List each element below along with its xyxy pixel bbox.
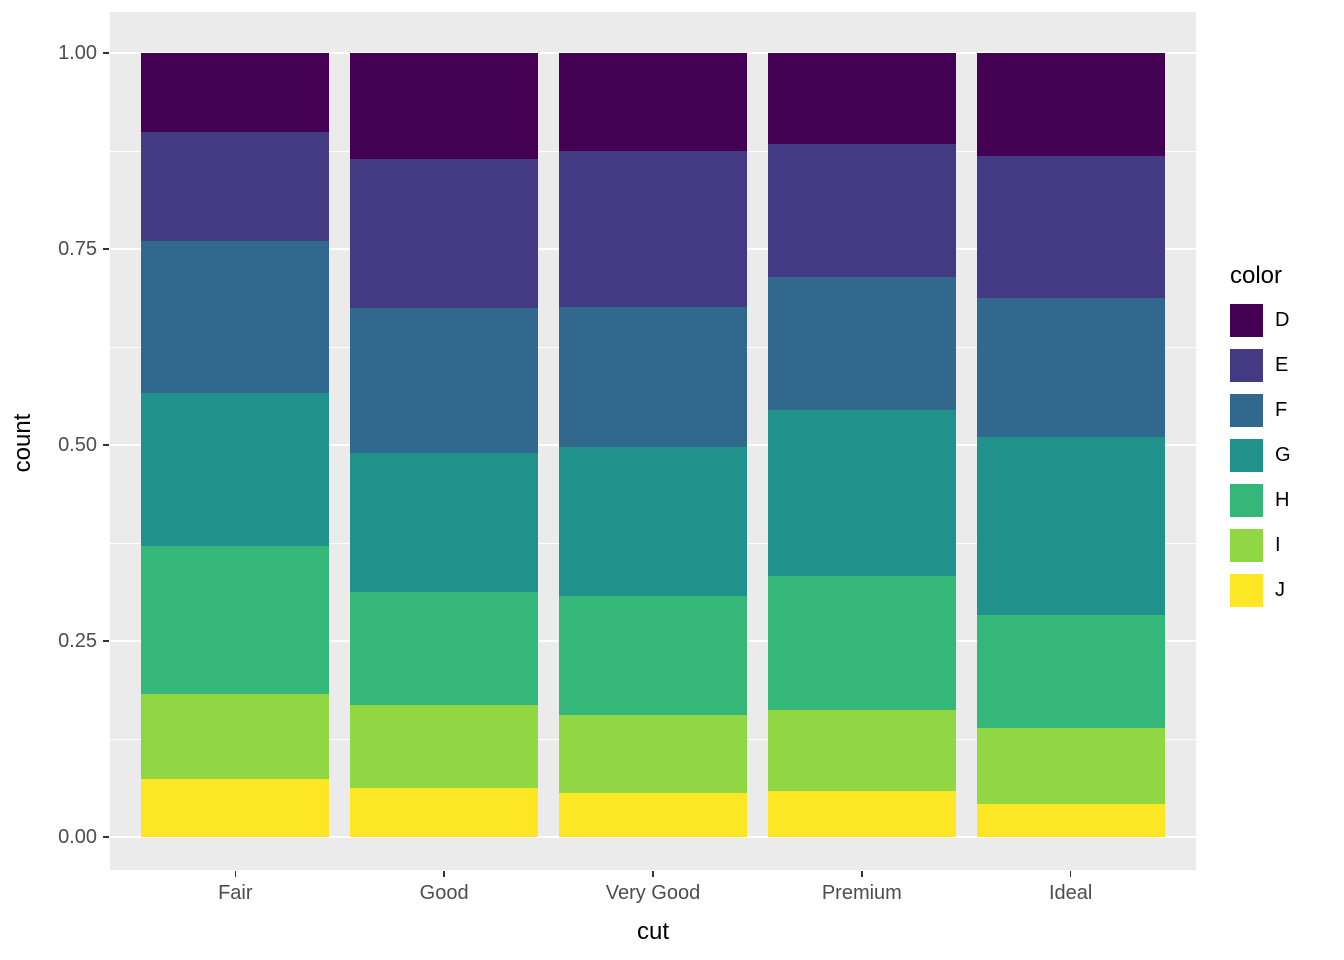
x-tick-label-ideal: Ideal (1049, 882, 1093, 904)
bar-segment-good-J (350, 787, 539, 837)
bar-segment-ideal-D (976, 53, 1165, 157)
legend-swatch-D (1230, 304, 1263, 337)
bar-segment-fair-E (141, 132, 330, 242)
legend-swatch-J (1230, 574, 1263, 607)
legend-key-D: D (1230, 304, 1340, 337)
bar-segment-very-good-J (559, 793, 747, 837)
bar-segment-premium-F (767, 277, 956, 410)
x-tick-label-premium: Premium (821, 882, 902, 904)
y-axis-tick (103, 444, 109, 446)
bar-segment-ideal-G (976, 437, 1165, 615)
legend-key-F: F (1230, 394, 1340, 427)
x-tick-label-fair: Fair (218, 882, 253, 904)
legend-swatch-I (1230, 529, 1263, 562)
bar-segment-good-D (350, 53, 539, 159)
legend-key-I: I (1230, 529, 1340, 562)
x-axis-tick (234, 871, 237, 877)
x-axis-tick (652, 871, 654, 877)
bar-segment-very-good-G (559, 447, 747, 597)
legend-swatch-E (1230, 349, 1263, 382)
legend-key-H: H (1230, 484, 1340, 517)
bar-segment-good-I (350, 704, 539, 788)
legend-swatch-F (1230, 394, 1263, 427)
bar-segment-fair-F (141, 241, 330, 394)
bar-segment-good-E (350, 158, 539, 308)
bar-segment-ideal-E (976, 156, 1165, 299)
x-axis-title: cut (636, 918, 669, 945)
y-tick-label: 0.50 (58, 434, 97, 456)
legend-keys: D E F G H I J (1230, 304, 1340, 607)
bar-segment-very-good-F (559, 306, 747, 448)
bar-segment-premium-G (767, 409, 956, 576)
y-tick-label: 0.75 (58, 238, 97, 260)
legend-label-F: F (1275, 399, 1288, 421)
legend-label-E: E (1275, 354, 1289, 376)
y-axis-tick (103, 836, 109, 838)
x-axis-tick (861, 871, 863, 877)
x-tick-label-good: Good (419, 882, 469, 904)
legend-key-J: J (1230, 574, 1340, 607)
legend-label-J: J (1275, 579, 1285, 601)
legend: color D E F G H I J (1230, 262, 1340, 619)
legend-title: color (1230, 262, 1283, 289)
bar-segment-premium-H (767, 575, 956, 710)
gridline-major (110, 836, 1196, 838)
bar-segment-premium-D (767, 53, 956, 145)
bar-segment-ideal-F (976, 298, 1165, 438)
legend-label-H: H (1275, 489, 1290, 511)
bar-segment-good-F (350, 307, 539, 454)
y-axis-tick (103, 248, 109, 250)
y-tick-label: 1.00 (58, 42, 97, 64)
x-axis-tick (1069, 871, 1072, 877)
legend-key-E: E (1230, 349, 1340, 382)
legend-label-D: D (1275, 309, 1290, 331)
bar-segment-very-good-I (559, 714, 747, 793)
bar-segment-fair-D (141, 53, 330, 133)
x-axis-tick (443, 871, 445, 877)
bar-segment-very-good-D (559, 53, 747, 152)
bar-segment-fair-I (141, 693, 330, 780)
x-tick-label-very-good: Very Good (605, 882, 701, 904)
legend-swatch-H (1230, 484, 1263, 517)
bar-segment-very-good-E (559, 151, 747, 307)
y-axis-tick (103, 52, 109, 54)
bar-segment-fair-H (141, 546, 330, 694)
bar-segment-very-good-H (559, 596, 747, 715)
bar-segment-premium-E (767, 144, 956, 278)
bar-segment-ideal-I (976, 728, 1165, 805)
bar-segment-fair-G (141, 393, 330, 547)
legend-key-G: G (1230, 439, 1340, 472)
bar-segment-ideal-H (976, 614, 1165, 729)
bar-segment-premium-I (767, 709, 956, 792)
y-axis-title: count (9, 413, 36, 473)
legend-label-I: I (1275, 534, 1281, 556)
legend-swatch-G (1230, 439, 1263, 472)
bar-segment-ideal-J (976, 804, 1165, 837)
y-axis-tick (103, 640, 109, 642)
bar-segment-fair-J (141, 779, 330, 837)
bar-segment-good-G (350, 453, 539, 593)
y-tick-label: 0.00 (58, 826, 97, 848)
plot-panel (110, 12, 1196, 870)
legend-label-G: G (1275, 444, 1291, 466)
y-tick-label: 0.25 (58, 630, 97, 652)
bar-segment-good-H (350, 592, 539, 705)
bar-segment-premium-J (767, 791, 956, 837)
